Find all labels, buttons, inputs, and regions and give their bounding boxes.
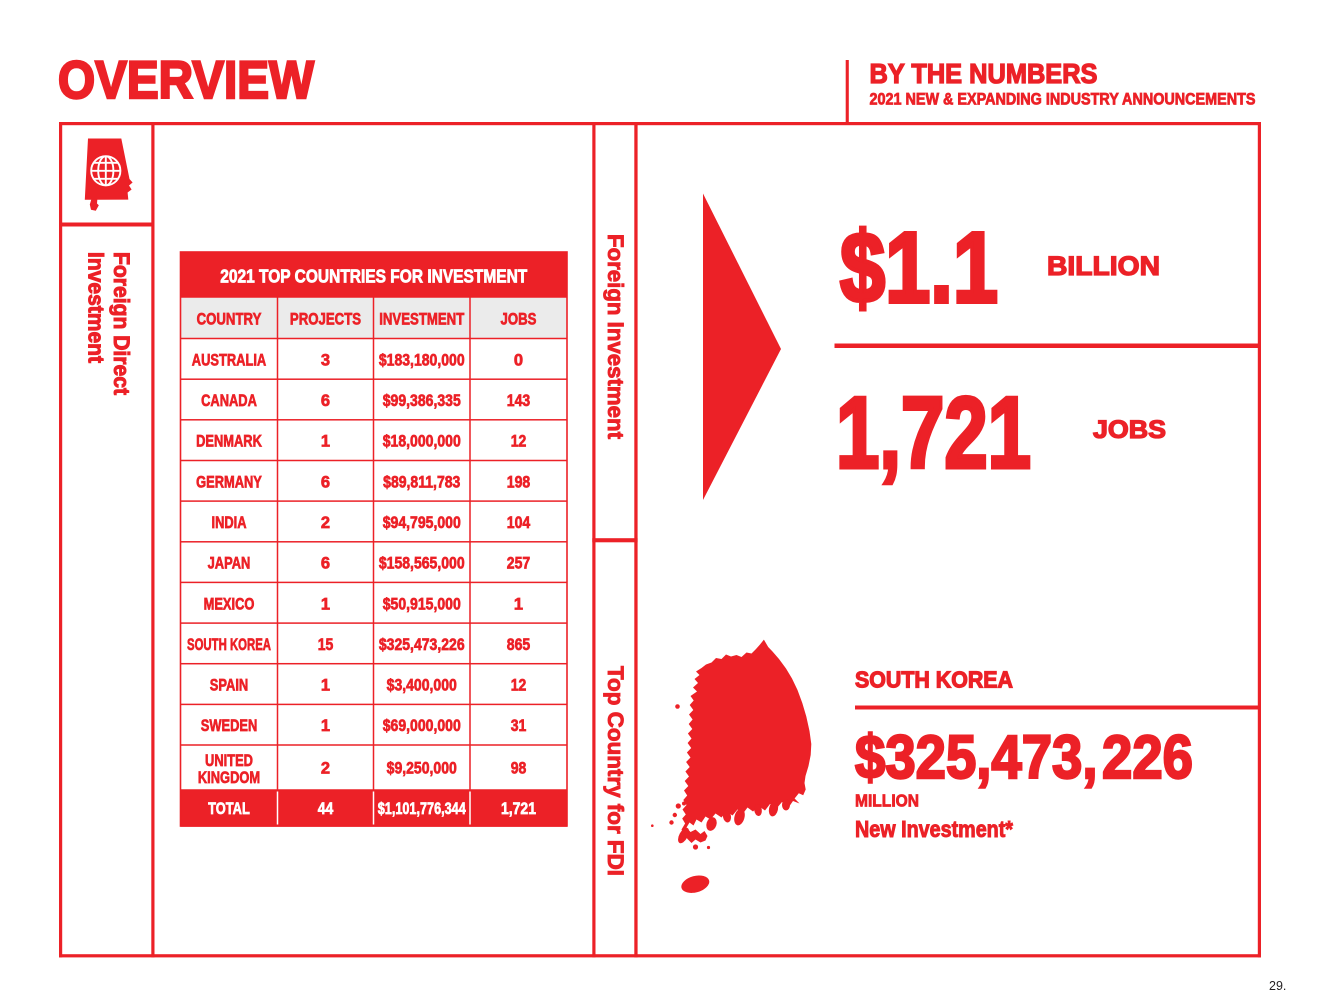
svg-text:Investment: Investment (83, 252, 108, 364)
svg-text:$69,000,000: $69,000,000 (383, 717, 461, 735)
svg-text:SOUTH KOREA: SOUTH KOREA (855, 667, 1013, 693)
svg-text:198: 198 (507, 473, 530, 491)
svg-text:1: 1 (514, 595, 523, 613)
svg-text:INVESTMENT: INVESTMENT (379, 311, 464, 329)
svg-text:6: 6 (321, 473, 330, 491)
svg-text:GERMANY: GERMANY (196, 473, 262, 491)
svg-text:6: 6 (321, 555, 330, 573)
svg-text:$89,811,783: $89,811,783 (383, 473, 460, 491)
svg-text:1,721: 1,721 (836, 378, 1031, 490)
svg-text:15: 15 (318, 636, 334, 654)
svg-text:6: 6 (321, 392, 330, 410)
svg-text:$50,915,000: $50,915,000 (383, 595, 461, 613)
svg-text:1: 1 (321, 677, 330, 695)
svg-text:JOBS: JOBS (501, 311, 537, 329)
svg-text:JAPAN: JAPAN (208, 555, 251, 573)
svg-text:1,721: 1,721 (501, 800, 536, 818)
svg-text:PROJECTS: PROJECTS (290, 311, 361, 329)
svg-text:Top Country for FDI: Top Country for FDI (603, 666, 628, 876)
svg-text:Foreign Direct: Foreign Direct (109, 252, 134, 396)
svg-text:$94,795,000: $94,795,000 (383, 514, 461, 532)
svg-text:$158,565,000: $158,565,000 (379, 555, 465, 573)
svg-text:865: 865 (507, 636, 530, 654)
svg-text:2021 TOP COUNTRIES FOR INVESTM: 2021 TOP COUNTRIES FOR INVESTMENT (220, 266, 528, 287)
svg-text:143: 143 (507, 392, 530, 410)
svg-text:104: 104 (507, 514, 531, 532)
svg-text:98: 98 (511, 760, 527, 778)
svg-text:12: 12 (511, 677, 527, 695)
svg-text:$18,000,000: $18,000,000 (383, 433, 461, 451)
svg-text:2: 2 (321, 514, 330, 532)
svg-text:MILLION: MILLION (855, 791, 919, 811)
svg-text:$325,473, 226: $325,473, 226 (855, 723, 1193, 792)
svg-text:$9,250,000: $9,250,000 (387, 760, 457, 778)
svg-text:0: 0 (514, 351, 523, 369)
svg-text:UNITED: UNITED (205, 752, 253, 770)
svg-text:OVERVIEW: OVERVIEW (58, 51, 314, 110)
svg-text:BY THE NUMBERS: BY THE NUMBERS (870, 58, 1098, 89)
svg-text:JOBS: JOBS (1093, 416, 1166, 444)
svg-text:$325,473,226: $325,473,226 (379, 636, 465, 654)
svg-text:DENMARK: DENMARK (196, 433, 262, 451)
svg-text:$1,101,776,344: $1,101,776,344 (378, 800, 467, 818)
svg-text:SWEDEN: SWEDEN (201, 717, 258, 735)
svg-text:New Investment*: New Investment* (855, 816, 1014, 842)
svg-text:12: 12 (511, 433, 527, 451)
svg-text:44: 44 (318, 800, 334, 818)
svg-text:$3,400,000: $3,400,000 (387, 677, 457, 695)
svg-text:$183,180,000: $183,180,000 (379, 351, 465, 369)
svg-text:1: 1 (321, 717, 330, 735)
svg-text:BILLION: BILLION (1047, 251, 1160, 281)
svg-text:COUNTRY: COUNTRY (197, 311, 262, 329)
svg-text:2: 2 (321, 760, 330, 778)
svg-text:Foreign Investment: Foreign Investment (603, 234, 628, 439)
svg-text:$1.1: $1.1 (840, 212, 998, 324)
svg-text:1: 1 (321, 433, 330, 451)
svg-text:TOTAL: TOTAL (208, 800, 250, 818)
svg-text:INDIA: INDIA (212, 514, 247, 532)
svg-text:257: 257 (507, 555, 530, 573)
svg-text:1: 1 (321, 595, 330, 613)
svg-text:2021 NEW & EXPANDING INDUSTRY: 2021 NEW & EXPANDING INDUSTRY ANNOUNCEME… (870, 90, 1256, 109)
svg-text:AUSTRALIA: AUSTRALIA (192, 351, 266, 369)
svg-text:3: 3 (321, 351, 330, 369)
svg-text:CANADA: CANADA (201, 392, 257, 410)
svg-text:SOUTH KOREA: SOUTH KOREA (187, 636, 271, 654)
svg-text:$99,386,335: $99,386,335 (383, 392, 461, 410)
svg-text:MEXICO: MEXICO (204, 595, 255, 613)
svg-text:SPAIN: SPAIN (210, 677, 248, 695)
svg-text:29.: 29. (1269, 979, 1286, 993)
svg-text:31: 31 (511, 717, 527, 735)
svg-text:KINGDOM: KINGDOM (198, 769, 260, 787)
